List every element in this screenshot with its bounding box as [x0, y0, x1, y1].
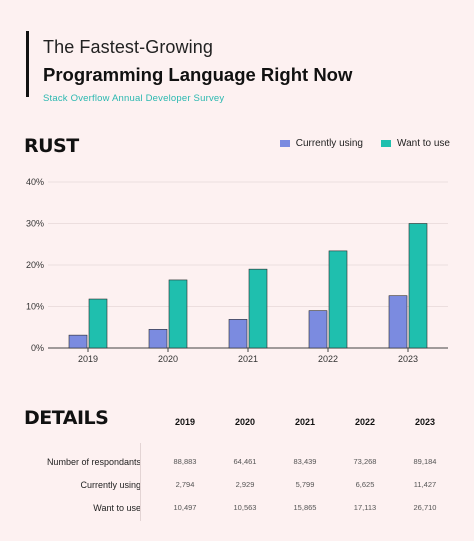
- x-tick-label: 2023: [398, 354, 418, 364]
- table-row: Number of respondants 88,883 64,461 83,4…: [24, 450, 455, 473]
- y-tick-label: 30%: [26, 219, 44, 229]
- legend-label-currently: Currently using: [295, 138, 363, 149]
- y-tick-label: 10%: [26, 302, 44, 312]
- table-divider: [140, 443, 141, 521]
- x-tick-label: 2021: [238, 354, 258, 364]
- row-label: Want to use: [93, 502, 141, 513]
- y-tick-label: 0%: [31, 343, 44, 353]
- x-tick-label: 2019: [78, 354, 98, 364]
- details-title: DETAILS: [24, 407, 109, 429]
- title-light: The Fastest-Growing: [43, 37, 213, 57]
- cell-value: 10,497: [173, 503, 197, 512]
- bar-want-to-use: [248, 268, 268, 349]
- details-corner: [24, 410, 155, 434]
- year-header: 2020: [234, 417, 256, 427]
- cell-value: 2,929: [235, 480, 255, 489]
- y-tick-label: 40%: [26, 177, 44, 187]
- bar-want-to-use: [328, 250, 348, 349]
- bar-currently-using: [308, 310, 328, 349]
- subtitle: Stack Overflow Annual Developer Survey: [43, 93, 225, 104]
- cell-value: 89,184: [413, 457, 437, 466]
- header: The Fastest-Growing Programming Language…: [26, 31, 353, 104]
- cell-value: 10,563: [233, 503, 257, 512]
- x-tick-label: 2022: [318, 354, 338, 364]
- row-label: Currently using: [80, 479, 141, 490]
- title-bold: Programming Language Right Now: [43, 64, 353, 85]
- year-header: 2021: [294, 417, 316, 427]
- chart-legend: Currently using Want to use: [262, 138, 450, 149]
- cell-value: 15,865: [293, 503, 317, 512]
- bar-currently-using: [148, 329, 168, 349]
- year-header: 2019: [174, 417, 196, 427]
- cell-value: 83,439: [293, 457, 317, 466]
- bar-want-to-use: [408, 223, 428, 349]
- legend-label-want: Want to use: [397, 138, 450, 149]
- chart-title: RUST: [24, 135, 79, 157]
- table-row: Want to use 10,497 10,563 15,865 17,113 …: [24, 496, 455, 519]
- bar-chart: 0% 10% 20% 30% 40% 2019 2020 2021 2022 2023: [26, 177, 448, 364]
- cell-value: 11,427: [413, 480, 437, 489]
- cell-value: 88,883: [173, 457, 197, 466]
- bar-currently-using: [228, 319, 248, 349]
- row-label: Number of respondants: [46, 456, 141, 467]
- cell-value: 5,799: [295, 480, 315, 489]
- legend-swatch-currently: [279, 140, 290, 147]
- legend-item-currently: Currently using: [279, 138, 363, 149]
- bar-currently-using: [388, 295, 408, 349]
- cell-value: 6,625: [355, 480, 375, 489]
- cell-value: 17,113: [353, 503, 377, 512]
- details-header-row: 2019 2020 2021 2022 2023: [24, 410, 455, 434]
- year-header: 2023: [414, 417, 436, 427]
- x-tick-label: 2020: [158, 354, 178, 364]
- y-tick-label: 20%: [26, 260, 44, 270]
- legend-swatch-want: [381, 140, 391, 147]
- details-table: 2019 2020 2021 2022 2023 Number of respo…: [24, 410, 455, 519]
- table-row: Currently using 2,794 2,929 5,799 6,625 …: [24, 473, 455, 496]
- bar-currently-using: [68, 334, 88, 349]
- bar-want-to-use: [168, 279, 188, 349]
- cell-value: 26,710: [413, 503, 437, 512]
- legend-item-want: Want to use: [381, 138, 450, 149]
- bar-want-to-use: [88, 298, 108, 349]
- cell-value: 64,461: [233, 457, 257, 466]
- year-header: 2022: [354, 417, 376, 427]
- cell-value: 73,268: [353, 457, 377, 466]
- cell-value: 2,794: [175, 480, 195, 489]
